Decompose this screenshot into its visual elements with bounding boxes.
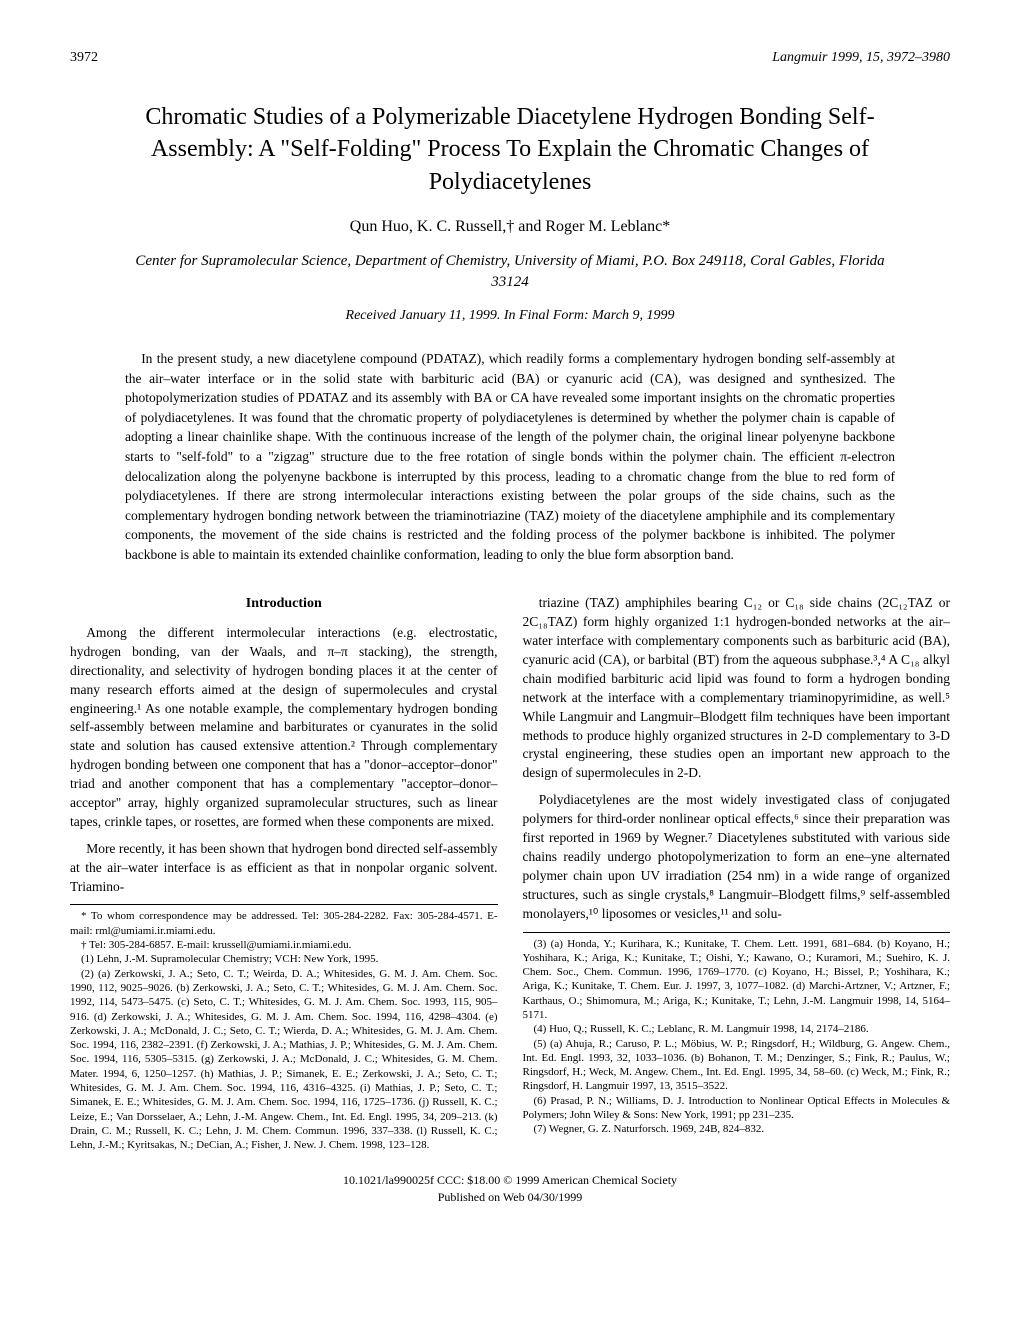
footnotes-left: * To whom correspondence may be addresse…: [70, 909, 498, 1152]
authors: Qun Huo, K. C. Russell,† and Roger M. Le…: [70, 218, 950, 236]
article-title: Chromatic Studies of a Polymerizable Dia…: [110, 101, 910, 198]
intro-paragraph-1: Among the different intermolecular inter…: [70, 624, 498, 832]
footnotes-right: (3) (a) Honda, Y.; Kurihara, K.; Kunitak…: [523, 937, 951, 1137]
introduction-heading: Introduction: [70, 594, 498, 614]
footnote-ref-7: (7) Wegner, G. Z. Naturforsch. 1969, 24B…: [523, 1122, 951, 1136]
footnote-author: † Tel: 305-284-6857. E-mail: krussell@um…: [70, 938, 498, 952]
right-paragraph-2: Polydiacetylenes are the most widely inv…: [523, 791, 951, 923]
footnote-divider: [70, 904, 498, 905]
page-footer: 10.1021/la990025f CCC: $18.00 © 1999 Ame…: [70, 1172, 950, 1206]
page-number: 3972: [70, 50, 98, 66]
affiliation: Center for Supramolecular Science, Depar…: [130, 251, 890, 293]
intro-paragraph-2: More recently, it has been shown that hy…: [70, 840, 498, 897]
footnote-correspondence: * To whom correspondence may be addresse…: [70, 909, 498, 938]
doi-copyright: 10.1021/la990025f CCC: $18.00 © 1999 Ame…: [70, 1172, 950, 1189]
footnote-ref-5: (5) (a) Ahuja, R.; Caruso, P. L.; Möbius…: [523, 1037, 951, 1094]
abstract: In the present study, a new diacetylene …: [125, 349, 895, 564]
body-columns: Introduction Among the different intermo…: [70, 594, 950, 1152]
footnote-ref-4: (4) Huo, Q.; Russell, K. C.; Leblanc, R.…: [523, 1022, 951, 1036]
pub-date: Published on Web 04/30/1999: [70, 1189, 950, 1206]
footnote-ref-3: (3) (a) Honda, Y.; Kurihara, K.; Kunitak…: [523, 937, 951, 1023]
footnote-ref-2: (2) (a) Zerkowski, J. A.; Seto, C. T.; W…: [70, 967, 498, 1153]
footnote-ref-1: (1) Lehn, J.-M. Supramolecular Chemistry…: [70, 952, 498, 966]
footnote-ref-6: (6) Prasad, P. N.; Williams, D. J. Intro…: [523, 1094, 951, 1123]
received-date: Received January 11, 1999. In Final Form…: [70, 308, 950, 324]
running-header: 3972 Langmuir 1999, 15, 3972–3980: [70, 50, 950, 66]
right-paragraph-1: triazine (TAZ) amphiphiles bearing C₁₂ o…: [523, 594, 951, 783]
journal-citation: Langmuir 1999, 15, 3972–3980: [772, 50, 950, 66]
footnote-divider-right: [523, 932, 951, 933]
left-column: Introduction Among the different intermo…: [70, 594, 498, 1152]
right-column: triazine (TAZ) amphiphiles bearing C₁₂ o…: [523, 594, 951, 1152]
